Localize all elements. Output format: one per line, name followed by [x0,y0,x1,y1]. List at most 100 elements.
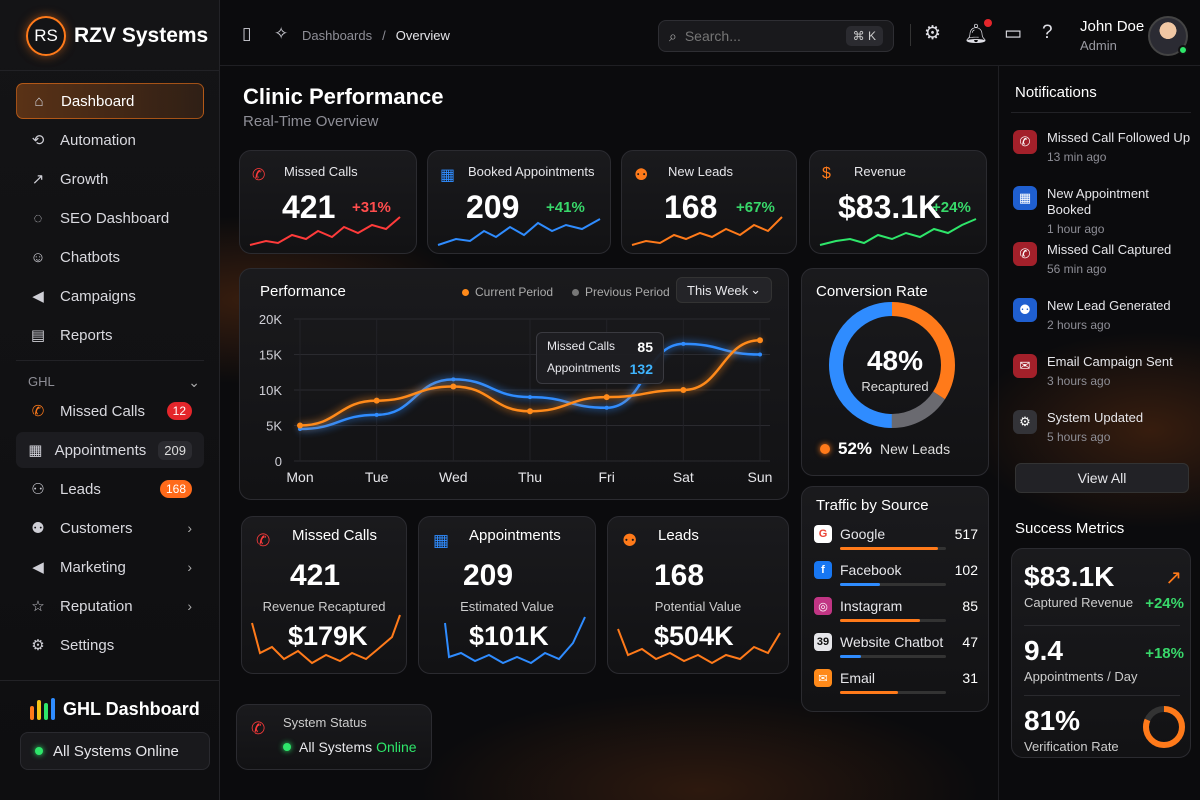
gear-icon[interactable]: ⚙ [924,23,942,44]
legend-current[interactable]: Current Period [462,285,553,299]
data-point[interactable] [757,337,763,344]
data-point[interactable] [680,387,687,393]
phone-icon: ✆ [252,167,266,184]
ghl-group-toggle[interactable]: GHL ⌄ [28,374,200,391]
calendar-icon: ▦ [433,531,450,550]
avatar[interactable] [1148,16,1188,56]
traffic-source-facebook[interactable]: f Facebook 102 [814,561,978,586]
sidebar-item-seo[interactable]: ◌ SEO Dashboard [16,200,204,236]
breadcrumb-item[interactable]: Dashboards [302,28,373,43]
kpi-card-booked-appointments[interactable]: ▦ Booked Appointments 209 +41% [427,150,611,254]
traffic-source-instagram[interactable]: ◎ Instagram 85 [814,597,978,622]
big-card-appointments[interactable]: ▦ Appointments 209 Estimated Value $101K [418,516,596,674]
kpi-value: $83.1K [838,189,942,225]
traffic-source-name: Facebook [840,562,902,578]
metric-label: Captured Revenue [1024,595,1134,610]
data-point[interactable] [373,397,380,404]
data-point[interactable] [528,395,532,400]
notification-item[interactable]: ⚉ New Lead Generated 2 hours ago [1013,298,1193,332]
sidebar-item-customers[interactable]: ⚉ Customers › [16,510,204,546]
sidebar-item-growth[interactable]: ↗ Growth [16,161,204,197]
legend-previous[interactable]: Previous Period [572,285,670,299]
chevron-down-icon: ⌄ [750,282,761,297]
data-point[interactable] [603,394,610,401]
data-point[interactable] [758,352,762,357]
search-box[interactable]: ⌕ ⌘ K [658,20,894,52]
data-point[interactable] [527,408,533,415]
sidebar-item-label: Dashboard [61,92,135,110]
notification-item[interactable]: ▦ New Appointment Booked 1 hour ago [1013,186,1193,236]
sidebar-item-chatbots[interactable]: ☺ Chatbots [16,239,204,275]
data-point[interactable] [374,412,379,417]
sidebar-item-campaigns[interactable]: ◀ Campaigns [16,278,204,314]
kpi-card-missed-calls[interactable]: ✆ Missed Calls 421 +31% [239,150,417,254]
range-select[interactable]: This Week ⌄ [676,277,772,303]
divider [910,24,911,46]
big-card-missed-calls[interactable]: ✆ Missed Calls 421 Revenue Recaptured $1… [241,516,407,674]
sidebar-item-settings[interactable]: ⚙ Settings [16,627,204,663]
traffic-source-website-chatbot[interactable]: 39 Website Chatbot 47 [814,633,978,658]
help-icon[interactable]: ? [1042,22,1053,43]
range-select-value: This Week [687,282,749,298]
big-card-sub: Revenue Recaptured [262,599,386,614]
search-input[interactable] [684,28,825,44]
phone-icon: ✆ [31,403,45,420]
sidebar-item-marketing[interactable]: ◀ Marketing › [16,549,204,585]
sidebar-item-dashboard[interactable]: ⌂ Dashboard [16,83,204,119]
kpi-card-revenue[interactable]: $ Revenue $83.1K +24% [809,150,987,254]
instagram-icon: ◎ [814,597,832,615]
notification-item[interactable]: ⚙ System Updated 5 hours ago [1013,410,1193,444]
chat-icon[interactable]: ▭ [1004,23,1022,44]
bell-icon[interactable]: 🔔︎ [964,19,993,46]
big-card-money: $101K [469,621,549,651]
view-all-button[interactable]: View All [1015,463,1189,493]
kpi-label: Revenue [854,164,907,179]
conversion-foot-value: 52% [838,439,873,458]
sidebar-item-reputation[interactable]: ☆ Reputation › [16,588,204,624]
divider [1024,695,1180,696]
traffic-source-email[interactable]: ✉ Email 31 [814,669,978,694]
mail-icon: ✉ [1013,354,1037,378]
add-user-icon: ⚇ [31,481,45,498]
sidebar-item-leads[interactable]: ⚇ Leads 168 [16,471,204,507]
chevron-down-icon: ⌄ [188,374,200,390]
sidebar-item-automation[interactable]: ⟲ Automation [16,122,204,158]
data-point[interactable] [604,405,609,410]
data-point[interactable] [450,383,457,390]
metric-value: $83.1K [1024,561,1115,592]
data-point[interactable] [681,341,686,346]
users-icon: ⚉ [1013,298,1037,322]
data-point[interactable] [297,422,303,429]
x-tick-label: Sun [748,469,773,485]
phone-icon: ✆ [1013,242,1037,266]
donut-segment-new-leads [829,302,955,428]
online-dot [1178,45,1188,55]
brand[interactable]: RS RZV Systems [26,16,208,56]
sparkle-icon[interactable]: ✧ [274,24,289,43]
notification-item[interactable]: ✆ Missed Call Followed Up 13 min ago [1013,130,1193,164]
traffic-bar [840,547,946,550]
notification-item[interactable]: ✆ Missed Call Captured 56 min ago [1013,242,1193,276]
sidebar-toggle-icon[interactable]: ▯ [242,24,252,43]
traffic-bar [840,619,946,622]
metric-row: $83.1K Captured Revenue ↗ +24% [1024,561,1184,612]
sidebar-item-label: Appointments [54,441,147,459]
performance-title: Performance [260,283,346,300]
traffic-source-google[interactable]: G Google 517 [814,525,978,550]
system-status-card[interactable]: ✆ System Status All Systems Online [236,704,432,770]
kpi-delta: +24% [932,199,971,216]
sidebar-item-appointments[interactable]: ▦ Appointments 209 [16,432,204,468]
legend-label: Previous Period [585,285,670,299]
big-card-leads[interactable]: ⚉ Leads 168 Potential Value $504K [607,516,789,674]
notification-item[interactable]: ✉ Email Campaign Sent 3 hours ago [1013,354,1193,388]
sidebar-item-reports[interactable]: ▤ Reports [16,317,204,353]
system-online-indicator[interactable]: All Systems Online [20,732,210,770]
calendar-icon: ▦ [1013,186,1037,210]
notification-time: 3 hours ago [1047,374,1111,388]
sidebar-item-missed-calls[interactable]: ✆ Missed Calls 12 [16,393,204,429]
search-icon: ⌕ [669,27,677,44]
data-point[interactable] [451,377,456,382]
kpi-card-new-leads[interactable]: ⚉ New Leads 168 +67% [621,150,797,254]
user-menu[interactable]: John Doe Admin [1080,18,1144,53]
kpi-label: Missed Calls [284,164,358,179]
